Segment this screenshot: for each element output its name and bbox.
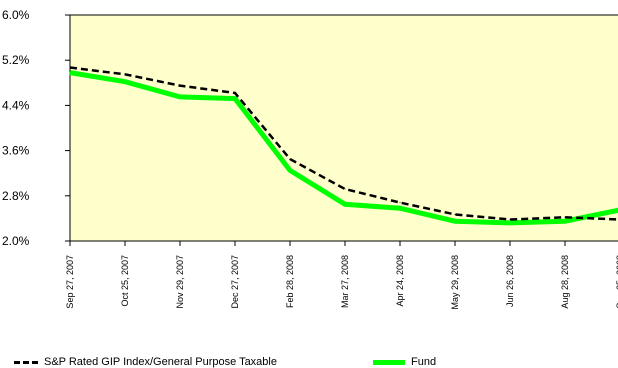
data-point-index	[234, 92, 236, 94]
legend-item-index: S&P Rated GIP Index/General Purpose Taxa…	[14, 356, 277, 368]
y-tick-label: 2.8%	[2, 189, 30, 203]
x-tick-label: Apr 24, 2008	[395, 255, 405, 307]
legend-swatch-index	[14, 360, 38, 364]
data-point-fund	[289, 169, 291, 171]
x-tick-label: Jun 26, 2008	[505, 255, 515, 307]
legend-label-index: S&P Rated GIP Index/General Purpose Taxa…	[44, 356, 277, 368]
legend-swatch-fund	[373, 359, 405, 365]
data-point-fund	[509, 222, 511, 224]
data-point-index	[454, 213, 456, 215]
y-axis: 6.0% 5.2% 4.4% 3.6% 2.8% 2.0%	[2, 8, 70, 248]
y-tick-label: 5.2%	[2, 53, 30, 67]
data-point-fund	[69, 72, 71, 74]
data-point-fund	[564, 220, 566, 222]
y-tick-label: 3.6%	[2, 144, 30, 158]
y-tick-label: 6.0%	[2, 8, 30, 22]
legend-label-fund: Fund	[411, 356, 437, 368]
y-tick-label: 4.4%	[2, 98, 30, 112]
data-point-index	[124, 73, 126, 75]
data-point-fund	[454, 220, 456, 222]
series-layer	[69, 66, 618, 226]
data-point-index	[564, 216, 566, 218]
data-point-fund	[344, 203, 346, 205]
x-tick-label: May 29, 2008	[450, 255, 460, 310]
y-tick-label: 2.0%	[2, 234, 30, 248]
data-point-index	[289, 158, 291, 160]
x-tick-label: Nov 29, 2007	[175, 255, 185, 309]
data-point-index	[399, 202, 401, 204]
data-point-fund	[124, 81, 126, 83]
x-tick-label: Sep 25, 2008	[615, 255, 618, 309]
data-point-fund	[234, 98, 236, 100]
data-point-index	[69, 67, 71, 69]
x-tick-label: Feb 28, 2008	[285, 255, 295, 308]
x-tick-label: Aug 28, 2008	[560, 255, 570, 309]
x-tick-label: Sep 27, 2007	[65, 255, 75, 309]
data-point-index	[344, 188, 346, 190]
data-point-fund	[179, 96, 181, 98]
x-tick-label: Oct 25, 2007	[120, 255, 130, 307]
x-axis: Sep 27, 2007 Oct 25, 2007 Nov 29, 2007 Dec …	[65, 241, 618, 310]
series-line-index	[69, 66, 618, 221]
plot-area	[69, 14, 618, 242]
x-tick-label: Dec 27, 2007	[230, 255, 240, 309]
data-point-index	[509, 219, 511, 221]
legend-item-fund: Fund	[373, 356, 436, 368]
data-point-index	[179, 85, 181, 87]
x-tick-label: Mar 27, 2008	[340, 255, 350, 308]
data-point-fund	[399, 207, 401, 209]
